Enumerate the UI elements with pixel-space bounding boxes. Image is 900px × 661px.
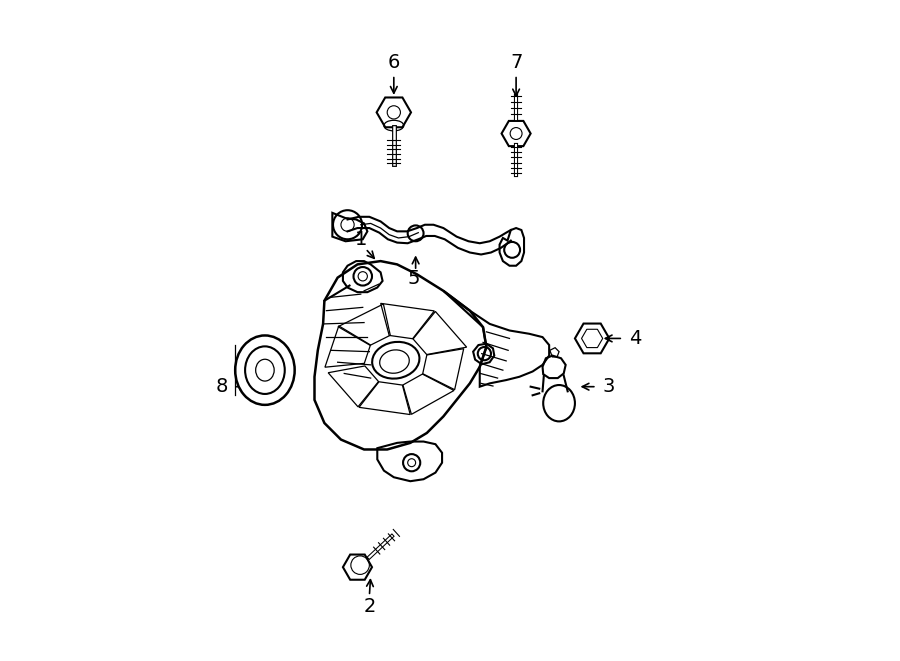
Text: 2: 2 <box>364 598 375 616</box>
Text: 4: 4 <box>629 329 642 348</box>
Text: 1: 1 <box>355 230 367 249</box>
Text: 8: 8 <box>216 377 228 396</box>
Text: 7: 7 <box>510 54 522 72</box>
Text: 5: 5 <box>408 270 420 288</box>
Text: 3: 3 <box>602 377 615 396</box>
Text: 6: 6 <box>388 54 400 72</box>
Ellipse shape <box>235 335 294 405</box>
